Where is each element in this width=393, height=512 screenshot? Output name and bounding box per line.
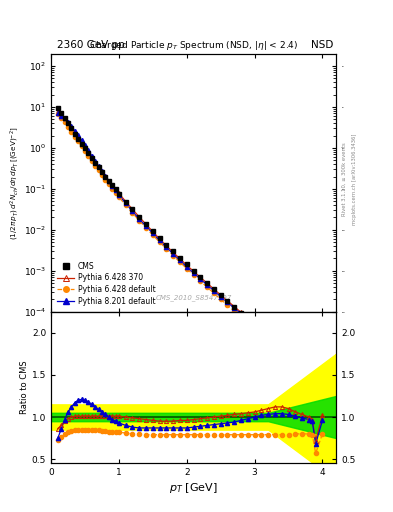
Title: Charged Particle $p_T$ Spectrum (NSD, |$\eta$| < 2.4): Charged Particle $p_T$ Spectrum (NSD, |$…: [89, 39, 298, 52]
Text: NSD: NSD: [311, 40, 333, 50]
Y-axis label: Ratio to CMS: Ratio to CMS: [20, 360, 29, 414]
Legend: CMS, Pythia 6.428 370, Pythia 6.428 default, Pythia 8.201 default: CMS, Pythia 6.428 370, Pythia 6.428 defa…: [55, 259, 158, 308]
Y-axis label: $(1/2\pi\,p_T)\,d^2N_{ch}/d\eta\,dp_T\,[(\mathrm{GeV})^{-2}]$: $(1/2\pi\,p_T)\,d^2N_{ch}/d\eta\,dp_T\,[…: [8, 126, 21, 240]
Text: mcplots.cern.ch [arXiv:1306.3436]: mcplots.cern.ch [arXiv:1306.3436]: [352, 134, 357, 225]
Text: 2360 GeV pp: 2360 GeV pp: [57, 40, 125, 50]
Text: CMS_2010_S8547297: CMS_2010_S8547297: [155, 294, 232, 302]
Text: Rivet 3.1.10, ≥ 300k events: Rivet 3.1.10, ≥ 300k events: [342, 142, 347, 216]
X-axis label: $p_T$ [GeV]: $p_T$ [GeV]: [169, 481, 218, 496]
